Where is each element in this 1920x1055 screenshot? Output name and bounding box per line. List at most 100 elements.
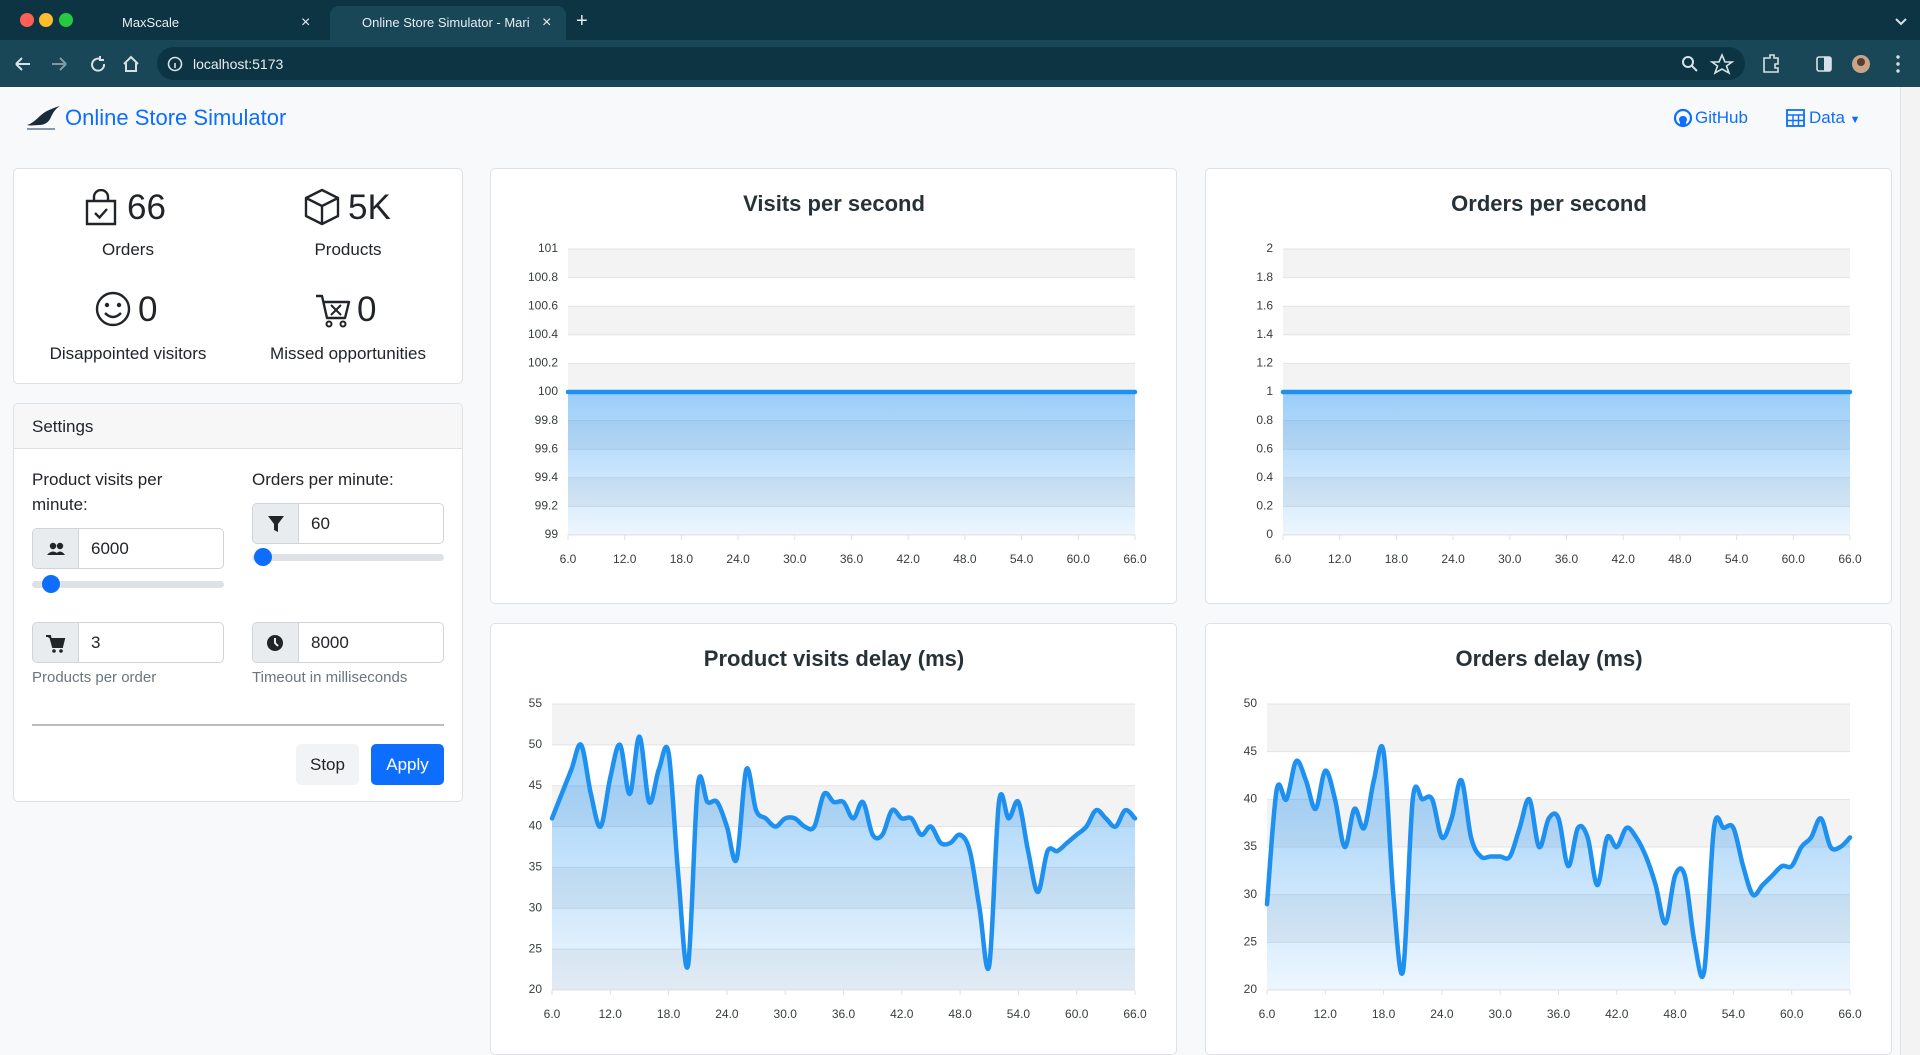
help-text: Timeout in milliseconds <box>252 669 408 686</box>
stat-label: Disappointed visitors <box>49 344 207 363</box>
y-tick-label: 1.6 <box>1256 298 1273 312</box>
products-input[interactable]: 3 <box>32 622 224 663</box>
stat-label: Products <box>314 240 382 259</box>
tab-close[interactable]: × <box>542 14 552 31</box>
orders-slider[interactable] <box>252 554 444 561</box>
y-tick-label: 100.4 <box>528 327 558 341</box>
area <box>1283 392 1850 535</box>
tab-title: MaxScale <box>122 15 180 30</box>
x-tick-label: 30.0 <box>783 552 807 566</box>
stat-value: 66 <box>127 188 166 227</box>
orders-input[interactable]: 60 <box>252 503 444 544</box>
site-info[interactable] <box>166 55 184 73</box>
grid-band <box>1283 249 1850 278</box>
grid-band <box>568 306 1135 335</box>
x-tick-label: 6.0 <box>1275 552 1292 566</box>
chart-title: Orders delay (ms) <box>1455 646 1642 671</box>
input-value: 6000 <box>91 539 129 558</box>
y-tick-label: 1.4 <box>1256 327 1273 341</box>
settings-card: Settings Product visits per minute: Orde… <box>13 403 463 802</box>
y-tick-label: 99.2 <box>535 499 559 513</box>
brand[interactable]: Online Store Simulator <box>65 105 287 130</box>
y-tick-label: 100 <box>538 384 558 398</box>
y-tick-label: 99.8 <box>535 413 559 427</box>
x-tick-label: 18.0 <box>657 1007 681 1021</box>
maximize-window[interactable] <box>59 13 73 27</box>
input-value: 3 <box>91 633 101 652</box>
y-tick-label: 45 <box>529 778 543 792</box>
y-tick-label: 50 <box>1244 696 1258 710</box>
stats-card: 66 Orders 5K Products 0 Disappointed vis… <box>13 168 463 384</box>
chart-card: Orders delay (ms) 20 25 30 35 40 45 50 6.0 12.0 18… <box>1205 623 1892 1055</box>
chart: Product visits delay (ms) 20 25 30 35 40 45 50 5… <box>529 646 1147 1021</box>
y-tick-label: 55 <box>529 696 543 710</box>
grid-band <box>1283 306 1850 335</box>
y-tick-label: 0.4 <box>1256 470 1273 484</box>
y-tick-label: 0.6 <box>1256 441 1273 455</box>
slider-thumb[interactable] <box>254 548 272 566</box>
stop-button[interactable]: Stop <box>296 744 359 785</box>
tab-close[interactable]: × <box>301 14 311 31</box>
data-menu[interactable]: Data ▼ <box>1809 108 1861 127</box>
settings-title: Settings <box>14 404 462 449</box>
area <box>568 392 1135 535</box>
chart: Visits per second 99 99.2 99.4 99.6 99.8 100 10… <box>528 191 1147 566</box>
grid-band <box>1283 363 1850 392</box>
x-tick-label: 60.0 <box>1067 552 1091 566</box>
x-tick-label: 60.0 <box>1065 1007 1089 1021</box>
x-tick-label: 54.0 <box>1010 552 1034 566</box>
x-tick-label: 18.0 <box>1385 552 1409 566</box>
x-tick-label: 18.0 <box>670 552 694 566</box>
y-tick-label: 0 <box>1266 527 1273 541</box>
visits-slider[interactable] <box>32 581 224 588</box>
nav-buttons[interactable] <box>12 52 152 76</box>
tab[interactable]: MaxScale × <box>100 6 320 40</box>
x-tick-label: 66.0 <box>1123 552 1147 566</box>
tab[interactable]: Online Store Simulator - Mari × <box>330 6 566 40</box>
grid-band <box>552 704 1135 745</box>
stat-label: Missed opportunities <box>270 344 426 363</box>
x-tick-label: 66.0 <box>1123 1007 1147 1021</box>
y-tick-label: 25 <box>529 941 543 955</box>
visitors-icon <box>95 291 131 327</box>
x-tick-label: 30.0 <box>1498 552 1522 566</box>
tab-menu[interactable] <box>1890 10 1912 32</box>
x-tick-label: 42.0 <box>897 552 921 566</box>
slider-thumb[interactable] <box>42 575 60 593</box>
stat-value: 0 <box>357 290 377 329</box>
x-tick-label: 6.0 <box>544 1007 561 1021</box>
github-link[interactable]: GitHub <box>1695 108 1748 127</box>
x-tick-label: 54.0 <box>1007 1007 1031 1021</box>
x-tick-label: 36.0 <box>1547 1007 1571 1021</box>
y-tick-label: 2 <box>1266 241 1273 255</box>
x-tick-label: 18.0 <box>1372 1007 1396 1021</box>
y-tick-label: 30 <box>529 900 543 914</box>
logo[interactable] <box>25 103 63 133</box>
new-tab[interactable]: + <box>576 10 588 32</box>
y-tick-label: 35 <box>529 860 543 874</box>
grid-band <box>1267 704 1850 752</box>
scrollbar[interactable] <box>1900 87 1920 1055</box>
apply-button[interactable]: Apply <box>371 744 444 785</box>
input-value: 8000 <box>311 633 349 652</box>
timeout-input[interactable]: 8000 <box>252 622 444 663</box>
y-tick-label: 1.8 <box>1256 270 1273 284</box>
x-tick-label: 60.0 <box>1780 1007 1804 1021</box>
x-tick-label: 12.0 <box>1328 552 1352 566</box>
x-tick-label: 48.0 <box>1663 1007 1687 1021</box>
data-link[interactable]: Data <box>1809 108 1845 127</box>
chart-title: Visits per second <box>743 191 925 216</box>
toolbar-icons[interactable] <box>1678 52 1908 76</box>
filter-icon <box>253 504 299 543</box>
minimize-window[interactable] <box>39 13 53 27</box>
chart-card: Visits per second 99 99.2 99.4 99.6 99.8 100 10… <box>490 168 1177 604</box>
address-bar[interactable] <box>157 47 1745 80</box>
x-tick-label: 36.0 <box>1555 552 1579 566</box>
github-icon <box>1673 108 1693 128</box>
visits-input[interactable]: 6000 <box>32 528 224 569</box>
x-tick-label: 12.0 <box>1314 1007 1338 1021</box>
x-tick-label: 42.0 <box>1612 552 1636 566</box>
close-window[interactable] <box>20 13 34 27</box>
x-tick-label: 12.0 <box>599 1007 623 1021</box>
x-tick-label: 42.0 <box>1605 1007 1629 1021</box>
